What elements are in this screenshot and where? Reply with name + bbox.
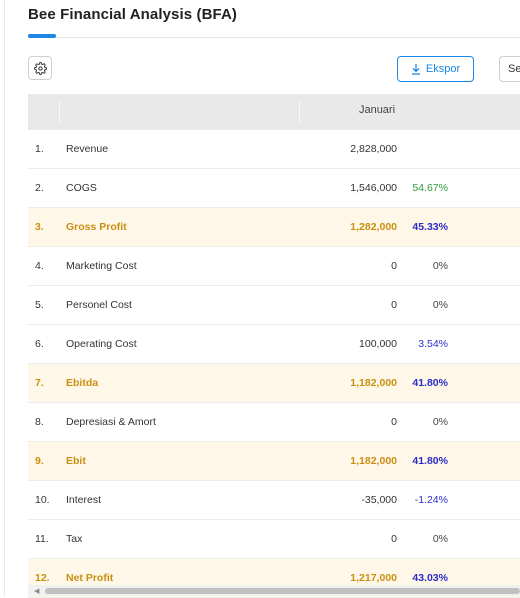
scrollbar-thumb[interactable] — [45, 588, 520, 594]
row-value: 100,000 — [359, 338, 397, 350]
table-row: 2. COGS 1,546,000 54.67% — [28, 169, 520, 208]
row-number: 7. — [35, 377, 44, 389]
row-number: 2. — [35, 182, 44, 194]
active-tab-indicator[interactable] — [28, 34, 56, 38]
tab-bar-divider — [28, 37, 520, 38]
table-row: 10. Interest -35,000 -1.24% — [28, 481, 520, 520]
table-row: 9. Ebit 1,182,000 41.80% — [28, 442, 520, 481]
row-percentage: 41.80% — [412, 455, 448, 467]
secondary-toolbar-button[interactable]: Se — [499, 56, 520, 82]
row-value: 1,546,000 — [350, 182, 397, 194]
row-value: 0 — [391, 533, 397, 545]
row-value: 2,828,000 — [350, 143, 397, 155]
row-label: Net Profit — [66, 572, 114, 584]
scroll-left-arrow-icon[interactable]: ◀ — [34, 588, 40, 595]
table-row: 8. Depresiasi & Amort 0 0% — [28, 403, 520, 442]
gear-icon — [33, 61, 47, 75]
row-percentage: 0% — [432, 416, 448, 428]
row-value: 1,282,000 — [350, 221, 397, 233]
row-label: COGS — [66, 182, 97, 194]
content-panel — [4, 0, 520, 596]
export-label: Ekspor — [425, 63, 461, 75]
table-row: 3. Gross Profit 1,282,000 45.33% — [28, 208, 520, 247]
row-label: Marketing Cost — [66, 260, 137, 272]
financial-table: Januari 1. Revenue 2,828,000 2. COGS 1,546,00… — [28, 94, 520, 598]
row-number: 9. — [35, 455, 44, 467]
download-icon — [411, 63, 420, 75]
header-divider — [299, 102, 300, 122]
row-percentage: 0% — [432, 299, 448, 311]
row-percentage: -1.24% — [414, 494, 448, 506]
table-row: 6. Operating Cost 100,000 3.54% — [28, 325, 520, 364]
table-row: 7. Ebitda 1,182,000 41.80% — [28, 364, 520, 403]
row-value: 0 — [391, 260, 397, 272]
row-value: 0 — [391, 299, 397, 311]
row-number: 12. — [35, 572, 50, 584]
header-divider — [59, 102, 60, 122]
row-label: Tax — [66, 533, 83, 545]
row-number: 5. — [35, 299, 44, 311]
row-percentage: 45.33% — [412, 221, 448, 233]
row-percentage: 3.54% — [418, 338, 448, 350]
row-percentage: 0% — [432, 533, 448, 545]
row-number: 8. — [35, 416, 44, 428]
row-value: 0 — [391, 416, 397, 428]
month-column-header: Januari — [358, 104, 396, 116]
table-header: Januari — [28, 94, 520, 130]
row-number: 11. — [35, 533, 49, 545]
settings-button[interactable] — [28, 56, 52, 80]
row-label: Operating Cost — [66, 338, 137, 350]
table-row: 11. Tax 0 0% — [28, 520, 520, 559]
table-body: 1. Revenue 2,828,000 2. COGS 1,546,000 54.67% 3… — [28, 130, 520, 598]
row-number: 1. — [35, 143, 44, 155]
row-percentage: 0% — [432, 260, 448, 272]
row-label: Interest — [66, 494, 102, 506]
row-label: Ebitda — [66, 377, 99, 389]
row-percentage: 54.67% — [412, 182, 448, 194]
table-row: 4. Marketing Cost 0 0% — [28, 247, 520, 286]
row-number: 4. — [35, 260, 44, 272]
row-percentage: 43.03% — [412, 572, 448, 584]
row-label: Gross Profit — [66, 221, 127, 233]
row-value: -35,000 — [361, 494, 397, 506]
row-label: Ebit — [66, 455, 86, 467]
row-percentage: 41.80% — [412, 377, 448, 389]
row-label: Personel Cost — [66, 299, 132, 311]
page-title: Bee Financial Analysis (BFA) — [28, 6, 237, 23]
row-label: Depresiasi & Amort — [66, 416, 156, 428]
row-label: Revenue — [66, 143, 109, 155]
export-button[interactable]: Ekspor — [397, 56, 474, 82]
row-value: 1,182,000 — [350, 455, 397, 467]
row-number: 10. — [35, 494, 50, 506]
row-value: 1,182,000 — [350, 377, 397, 389]
table-row: 1. Revenue 2,828,000 — [28, 130, 520, 169]
table-row: 5. Personel Cost 0 0% — [28, 286, 520, 325]
row-value: 1,217,000 — [350, 572, 397, 584]
row-number: 6. — [35, 338, 44, 350]
row-number: 3. — [35, 221, 44, 233]
